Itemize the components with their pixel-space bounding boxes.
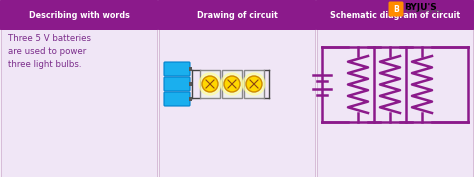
Circle shape xyxy=(243,73,265,95)
Bar xyxy=(317,28,473,177)
Bar xyxy=(1,28,157,177)
FancyBboxPatch shape xyxy=(164,92,190,106)
Text: B: B xyxy=(393,4,399,13)
Bar xyxy=(189,67,192,71)
Text: Three 5 V batteries
are used to power
three light bulbs.: Three 5 V batteries are used to power th… xyxy=(8,34,91,69)
Circle shape xyxy=(246,76,262,92)
FancyBboxPatch shape xyxy=(315,0,474,30)
Bar xyxy=(159,28,315,177)
Circle shape xyxy=(199,73,221,95)
Bar xyxy=(222,70,242,98)
Bar xyxy=(244,70,264,98)
Text: Schematic diagram of circuit: Schematic diagram of circuit xyxy=(330,10,460,19)
Text: The Learning App: The Learning App xyxy=(404,9,442,13)
Text: BYJU'S: BYJU'S xyxy=(404,3,437,12)
FancyBboxPatch shape xyxy=(0,0,159,30)
Text: Describing with words: Describing with words xyxy=(28,10,129,19)
Text: Drawing of circuit: Drawing of circuit xyxy=(197,10,277,19)
FancyBboxPatch shape xyxy=(157,0,317,30)
Bar xyxy=(189,82,192,86)
Circle shape xyxy=(224,76,240,92)
Bar xyxy=(189,97,192,101)
Bar xyxy=(200,70,220,98)
FancyBboxPatch shape xyxy=(389,1,403,16)
FancyBboxPatch shape xyxy=(164,77,190,91)
FancyBboxPatch shape xyxy=(164,62,190,76)
Circle shape xyxy=(202,76,218,92)
Circle shape xyxy=(221,73,243,95)
